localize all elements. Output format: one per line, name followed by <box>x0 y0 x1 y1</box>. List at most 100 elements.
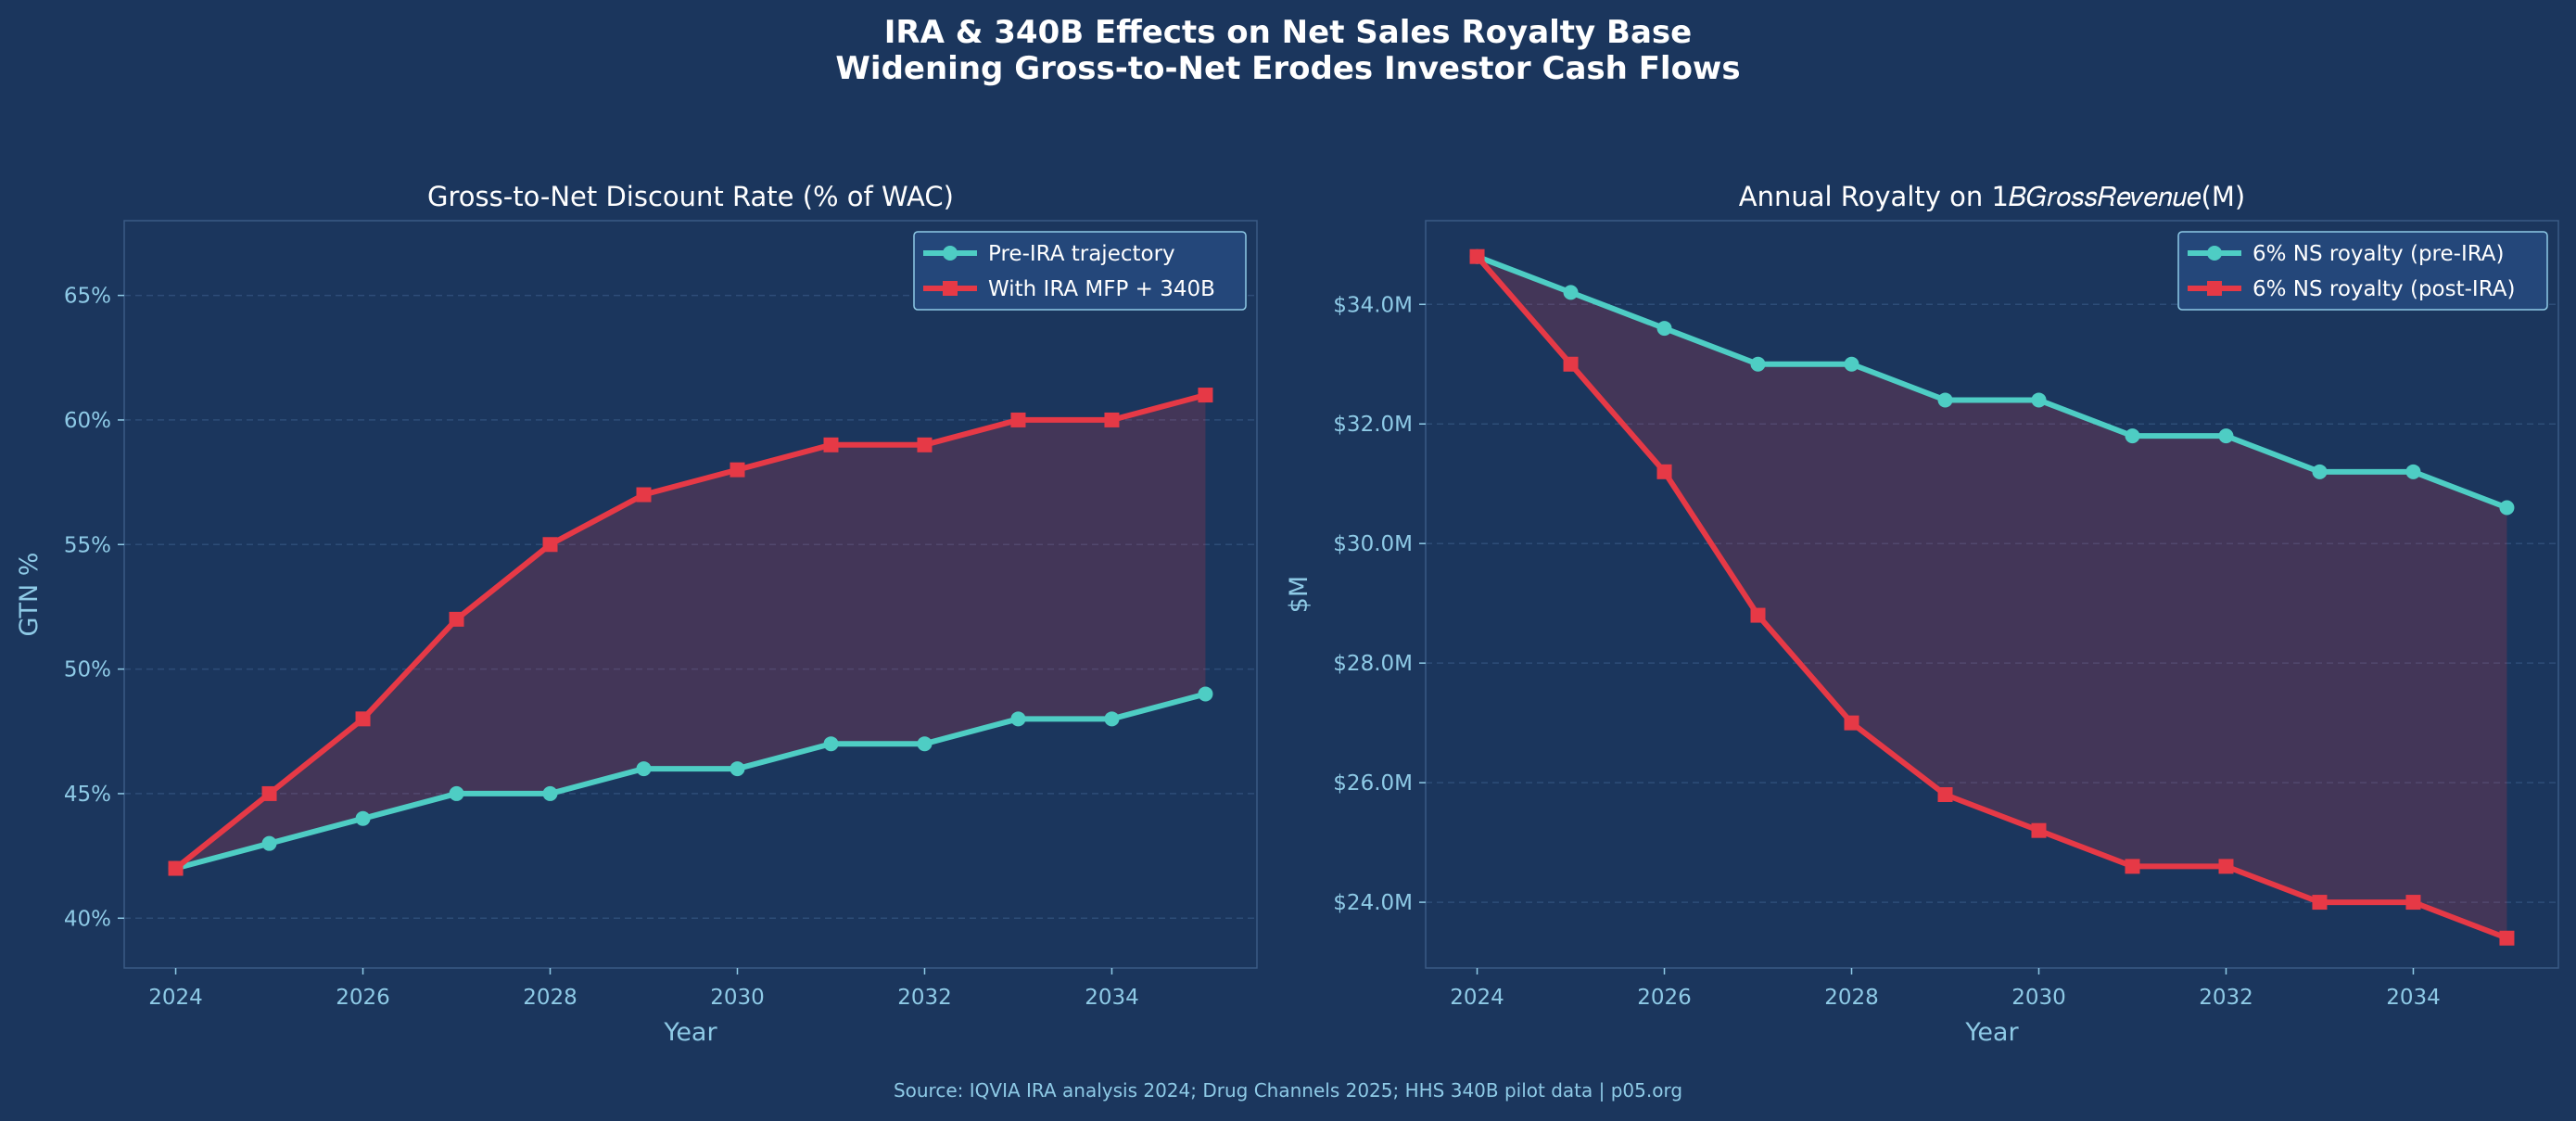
chart2-ytick-label: $34.0M <box>1333 293 1413 317</box>
chart2-series-2-point <box>1750 607 1766 623</box>
chart2-ytick-label: $26.0M <box>1333 771 1413 796</box>
chart1-ytick-label: 65% <box>64 285 111 309</box>
figure-title: IRA & 340B Effects on Net Sales Royalty … <box>884 14 1692 51</box>
chart2-frame <box>1425 220 2559 969</box>
chart1-legend-label: With IRA MFP + 340B <box>988 277 1215 301</box>
chart1-xtick-label: 2034 <box>1085 986 1139 1010</box>
chart1-xtick-label: 2032 <box>897 986 952 1010</box>
chart2-xtick-label: 2028 <box>1824 986 1879 1010</box>
chart1-xtick-label: 2028 <box>523 986 577 1010</box>
chart2-ytick-label: $30.0M <box>1333 532 1413 556</box>
chart1-ytick-label: 45% <box>64 783 111 807</box>
chart2-series-1-point <box>2218 428 2234 444</box>
chart1-legend-marker <box>943 281 958 296</box>
chart1-series-1-point <box>542 785 558 801</box>
chart1-series-2-point <box>168 860 184 876</box>
chart2-xtick-label: 2030 <box>2011 986 2066 1010</box>
royalty-chart-panel: $24.0M $26.0M $28.0M $30.0M $32.0M $34.0M 2024… <box>1285 181 2559 1047</box>
chart1-series-2-point <box>261 785 277 801</box>
chart2-series-2-point <box>2405 895 2421 911</box>
chart1-series-2-point <box>1198 388 1213 403</box>
chart2-xtick-label: 2034 <box>2386 986 2441 1010</box>
chart2-ytick-label: $32.0M <box>1333 413 1413 437</box>
chart1-series-1-point <box>1010 711 1026 727</box>
chart1-ylabel: GTN % <box>15 553 44 637</box>
chart1-title: Gross-to-Net Discount Rate (% of WAC) <box>427 181 954 212</box>
chart1-frame <box>123 220 1258 969</box>
chart2-ytick-label: $28.0M <box>1333 652 1413 676</box>
chart2-series-1-point <box>2125 428 2140 444</box>
chart1-series-1-point <box>355 810 371 826</box>
chart1-ytick-label: 60% <box>64 409 111 433</box>
chart1-ytick-label: 50% <box>64 658 111 682</box>
figure-subtitle: Widening Gross-to-Net Erodes Investor Ca… <box>835 50 1740 87</box>
chart2-series-2-point <box>2031 822 2047 838</box>
chart1-series-1-line <box>172 691 1209 872</box>
chart1-gap-fill <box>175 395 1206 869</box>
chart1-series-1-point <box>636 761 652 777</box>
chart2-series-2-point <box>1563 356 1579 372</box>
chart2-series-2-point <box>2312 895 2328 911</box>
chart2-legend-marker <box>2207 281 2222 296</box>
chart2-series-1-point <box>1656 321 1672 337</box>
chart1-series-2-point <box>730 462 745 478</box>
chart2-series-2-point <box>1656 464 1672 479</box>
chart1-ytick-label: 55% <box>64 533 111 557</box>
chart1-series-2-line <box>172 392 1209 872</box>
chart1-series-1-point <box>261 835 277 851</box>
chart1-series-2-point <box>823 437 839 452</box>
chart2-series-2-point <box>1469 248 1485 264</box>
chart1-series-1-point <box>823 736 839 752</box>
chart2-xlabel: Year <box>1964 1018 2019 1047</box>
chart1-series-2-point <box>1010 412 1026 427</box>
chart1-series-2-point <box>917 437 933 452</box>
chart1-series-2-point <box>1104 412 1120 427</box>
chart2-series-1-point <box>1563 285 1579 300</box>
chart2-gap-fill <box>1477 256 2507 938</box>
chart2-series-2-point <box>2218 859 2234 874</box>
chart1-series-1-point <box>1198 686 1213 702</box>
chart2-series-1-point <box>2031 392 2047 408</box>
chart2-xtick-label: 2024 <box>1450 986 1504 1010</box>
chart2-legend-marker <box>2207 246 2222 261</box>
chart1-xtick-label: 2030 <box>710 986 765 1010</box>
chart1-legend <box>913 231 1247 311</box>
chart2-series-2-line <box>1474 253 2510 941</box>
chart2-series-1-point <box>1750 356 1766 372</box>
chart2-xtick-label: 2026 <box>1637 986 1692 1010</box>
chart1-xtick-label: 2024 <box>148 986 203 1010</box>
chart1-series-2-point <box>449 611 464 627</box>
gtn-chart-panel: 40% 45% 50% 55% 60% 65% 2024 2026 2028 2030 2032 20… <box>15 181 1258 1047</box>
chart2-series-1-point <box>1844 356 1859 372</box>
chart2-ytick-label: $24.0M <box>1333 891 1413 915</box>
chart1-plot-area <box>124 221 1257 968</box>
chart1-xlabel: Year <box>663 1018 717 1047</box>
chart2-legend-label: 6% NS royalty (post-IRA) <box>2252 277 2515 301</box>
chart1-series-1-point <box>1104 711 1120 727</box>
chart2-series-2-point <box>2499 930 2515 946</box>
source-note: Source: IQVIA IRA analysis 2024; Drug Ch… <box>894 1079 1682 1102</box>
chart2-title: Annual Royalty on 1𝐵𝐺𝑟𝑜𝑠𝑠𝑅𝑒𝑣𝑒𝑛𝑢𝑒(M) <box>1739 181 2245 212</box>
chart1-series-2-point <box>355 711 371 727</box>
chart2-legend-label: 6% NS royalty (pre-IRA) <box>2252 242 2505 266</box>
chart2-series-2-point <box>2125 859 2140 874</box>
chart1-ytick-label: 40% <box>64 907 111 931</box>
chart2-legend <box>2177 231 2548 311</box>
chart2-plot-area <box>1426 221 2558 968</box>
chart2-series-1-point <box>2312 464 2328 479</box>
chart1-xtick-label: 2026 <box>336 986 390 1010</box>
chart2-ylabel: $M <box>1285 576 1313 613</box>
chart1-legend-marker <box>943 246 958 261</box>
chart1-series-1-point <box>449 785 464 801</box>
chart1-legend-label: Pre-IRA trajectory <box>988 242 1175 266</box>
chart2-xtick-label: 2032 <box>2199 986 2253 1010</box>
chart1-series-2-point <box>542 537 558 553</box>
chart2-series-1-line <box>1474 253 2510 511</box>
chart1-series-1-point <box>917 736 933 752</box>
chart1-series-1-point <box>730 761 745 777</box>
chart2-series-1-point <box>2405 464 2421 479</box>
chart2-series-2-point <box>1844 715 1859 731</box>
chart2-series-1-point <box>2499 500 2515 516</box>
